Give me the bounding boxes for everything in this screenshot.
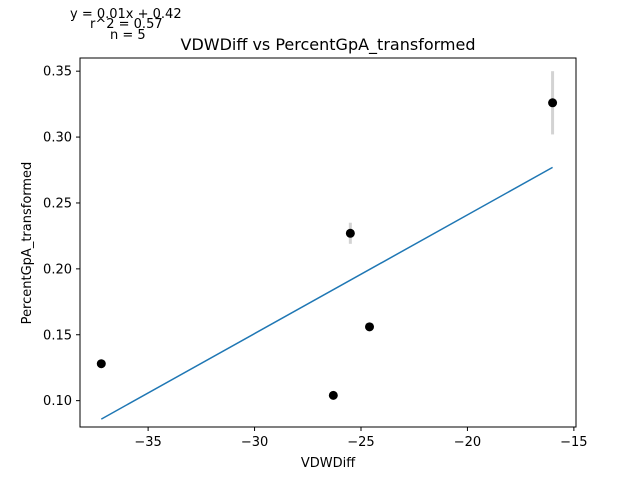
- y-axis: 0.10 0.15 0.20 0.25 0.30 0.35: [43, 65, 80, 409]
- plot-area: [96, 71, 558, 420]
- y-tick-label: 0.15: [43, 328, 72, 343]
- x-axis: −35 −30 −25 −20 −15: [134, 427, 588, 450]
- fit-equation: y = 0.01x + 0.42: [70, 7, 182, 22]
- y-tick-label: 0.30: [43, 131, 72, 146]
- x-tick-label: −25: [347, 435, 374, 450]
- y-tick-label: 0.25: [43, 196, 72, 211]
- x-tick-label: −30: [241, 435, 268, 450]
- y-tick-label: 0.20: [43, 262, 72, 277]
- x-tick-label: −20: [454, 435, 481, 450]
- data-point: [365, 322, 375, 332]
- x-tick-label: −15: [560, 435, 587, 450]
- y-axis-label: PercentGpA_transformed: [20, 162, 35, 325]
- sample-size: n = 5: [110, 28, 146, 43]
- data-point: [345, 228, 355, 238]
- y-tick-label: 0.10: [43, 394, 72, 409]
- data-point: [96, 359, 106, 369]
- x-tick-label: −35: [134, 435, 161, 450]
- data-point: [548, 98, 558, 108]
- x-axis-label: VDWDiff: [301, 456, 356, 471]
- data-point: [328, 390, 338, 400]
- fit-line: [100, 166, 553, 420]
- y-tick-label: 0.35: [43, 65, 72, 80]
- r-squared: r^2 = 0.57: [90, 17, 163, 32]
- chart-title: VDWDiff vs PercentGpA_transformed: [181, 35, 476, 55]
- axes-frame: [79, 57, 577, 428]
